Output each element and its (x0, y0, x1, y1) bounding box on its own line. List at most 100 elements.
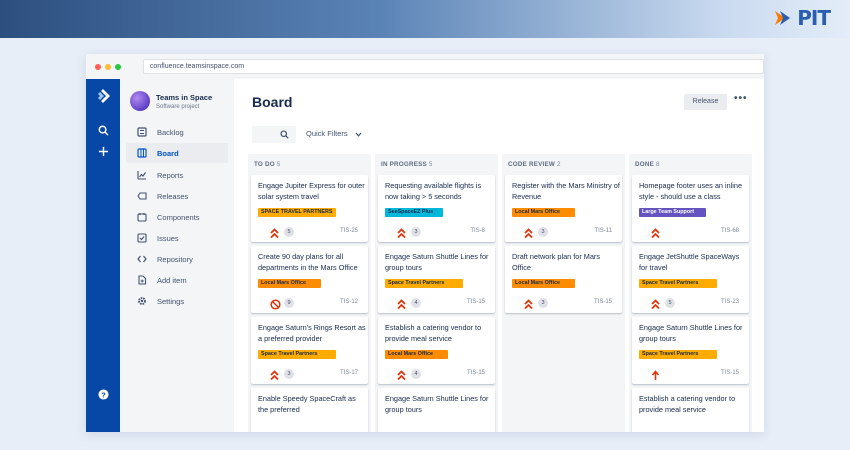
story-points-badge: 4 (411, 369, 421, 379)
issue-key[interactable]: TIS-15 (466, 370, 485, 376)
address-bar[interactable]: confluence.teamsinspace.com (142, 59, 764, 74)
quick-filters-dropdown[interactable]: Quick Filters (306, 129, 362, 138)
jira-logo-icon[interactable] (86, 88, 120, 109)
issue-summary: Requesting available flights is now taki… (385, 181, 482, 201)
card-footer: 4 TIS-15 (378, 367, 495, 381)
story-points-badge: 9 (284, 298, 294, 308)
sidebar-item-reports[interactable]: Reports (126, 165, 228, 185)
help-icon[interactable]: ? (86, 387, 120, 405)
column-header: DONE 8 (635, 161, 660, 168)
issue-summary: Homepage footer uses an inline style - s… (639, 181, 743, 201)
sidebar-item-label: Board (157, 148, 179, 158)
sidebar-item-add-item[interactable]: Add item (126, 270, 228, 290)
components-icon (136, 212, 148, 222)
issue-key[interactable]: TIS-15 (720, 370, 739, 376)
board-main: Board Release ••• Quick Filters TO DO 5 E… (234, 79, 764, 432)
column-count: 8 (655, 161, 660, 168)
search-icon[interactable] (86, 123, 120, 141)
global-nav: ? (86, 79, 120, 432)
epic-label: Space Travel Partners (385, 279, 463, 288)
sidebar-item-components[interactable]: Components (126, 207, 228, 227)
issue-card[interactable]: Enable Speedy SpaceCraft as the preferre… (251, 388, 368, 432)
issue-summary: Register with the Mars Ministry of Reven… (512, 181, 620, 201)
issue-key[interactable]: TIS-17 (339, 370, 358, 376)
project-header[interactable]: Teams in Space Software project (130, 91, 212, 111)
issue-key[interactable]: TIS-23 (720, 299, 739, 305)
issue-card[interactable]: Draft network plan for Mars Office Local … (505, 246, 622, 313)
sidebar-item-repository[interactable]: Repository (126, 249, 228, 269)
issue-card[interactable]: Engage Saturn's Rings Resort as a prefer… (251, 317, 368, 384)
sidebar-item-releases[interactable]: Releases (126, 186, 228, 206)
epic-label: Large Team Support (639, 208, 706, 217)
issue-card[interactable]: Engage Saturn Shuttle Lines for group to… (378, 388, 495, 432)
sidebar-item-backlog[interactable]: Backlog (126, 122, 228, 142)
issue-key[interactable]: TIS-12 (339, 299, 358, 305)
epic-label: Local Mars Office (512, 279, 575, 288)
sidebar-item-issues[interactable]: Issues (126, 228, 228, 248)
create-plus-icon[interactable] (86, 144, 120, 162)
issue-card[interactable]: Engage Saturn Shuttle Lines for group to… (632, 317, 749, 384)
card-footer: TIS-15 (632, 367, 749, 381)
svg-text:?: ? (101, 390, 106, 399)
project-name: Teams in Space (156, 92, 213, 102)
epic-label: Space Travel Partners (639, 279, 717, 288)
issue-card[interactable]: Create 90 day plans for all departments … (251, 246, 368, 313)
card-footer: 5 TIS-25 (251, 225, 368, 239)
priority-highest-icon (270, 368, 279, 381)
priority-highest-icon (270, 226, 279, 239)
board-column-code-review: CODE REVIEW 2 Register with the Mars Mini… (502, 154, 625, 432)
board-icon (136, 148, 148, 158)
issue-key[interactable]: TIS-15 (593, 299, 612, 305)
logo-mark-icon (775, 11, 791, 25)
issue-card[interactable]: Homepage footer uses an inline style - s… (632, 175, 749, 242)
close-window-dot[interactable] (95, 63, 101, 70)
sidebar-item-label: Issues (157, 233, 179, 243)
page-title: Board (252, 94, 293, 110)
sidebar-item-label: Components (157, 212, 200, 222)
card-footer: 4 TIS-15 (378, 296, 495, 310)
epic-label: SeeSpaceEZ Plus (385, 208, 443, 217)
issue-key[interactable]: TIS-15 (466, 299, 485, 305)
sidebar-item-label: Reports (157, 170, 184, 180)
card-footer: 3 TIS-17 (251, 367, 368, 381)
priority-high-icon (651, 368, 660, 380)
issue-summary: Engage JetShuttle SpaceWays for travel (639, 252, 740, 272)
brand-logo: PIT (773, 6, 831, 30)
priority-highest-icon (397, 226, 406, 239)
issue-card[interactable]: Engage Jupiter Express for outer solar s… (251, 175, 368, 242)
issue-summary: Engage Jupiter Express for outer solar s… (258, 181, 365, 201)
issue-summary: Establish a catering vendor to provide m… (639, 394, 736, 414)
card-footer: 3 TIS-8 (378, 225, 495, 239)
release-button[interactable]: Release (684, 94, 727, 110)
epic-label: Space Travel Partners (258, 350, 336, 359)
issue-card[interactable]: Establish a catering vendor to provide m… (632, 388, 749, 432)
board-search-input[interactable] (252, 126, 296, 143)
column-header: TO DO 5 (254, 161, 280, 168)
issue-key[interactable]: TIS-8 (470, 228, 485, 234)
issue-key[interactable]: TIS-68 (720, 228, 739, 234)
card-footer: 3 TIS-15 (505, 296, 622, 310)
reports-icon (136, 170, 148, 180)
project-type: Software project (156, 103, 200, 110)
issue-card[interactable]: Register with the Mars Ministry of Reven… (505, 175, 622, 242)
column-title: CODE REVIEW (508, 161, 555, 168)
issue-card[interactable]: Requesting available flights is now taki… (378, 175, 495, 242)
issue-card[interactable]: Engage Saturn Shuttle Lines for group to… (378, 246, 495, 313)
more-options-button[interactable]: ••• (734, 93, 748, 104)
issue-card[interactable]: Engage JetShuttle SpaceWays for travel Sp… (632, 246, 749, 313)
column-title: DONE (635, 161, 654, 168)
board-column-in-progress: IN PROGRESS 5 Requesting available flight… (375, 154, 498, 432)
project-sidebar: Teams in Space Software project Backlog … (120, 79, 234, 432)
maximize-window-dot[interactable] (114, 63, 121, 70)
minimize-window-dot[interactable] (104, 63, 111, 70)
issue-key[interactable]: TIS-25 (339, 228, 358, 234)
sidebar-item-settings[interactable]: Settings (126, 291, 228, 311)
issue-card[interactable]: Establish a catering vendor to provide m… (378, 317, 495, 384)
priority-highest-icon (524, 226, 533, 239)
browser-window: confluence.teamsinspace.com ? (86, 54, 764, 432)
sidebar-item-board[interactable]: Board (126, 143, 228, 163)
column-title: IN PROGRESS (381, 161, 427, 168)
issue-key[interactable]: TIS-11 (594, 228, 612, 234)
repository-icon (136, 254, 148, 264)
priority-blocker-icon (270, 297, 281, 310)
